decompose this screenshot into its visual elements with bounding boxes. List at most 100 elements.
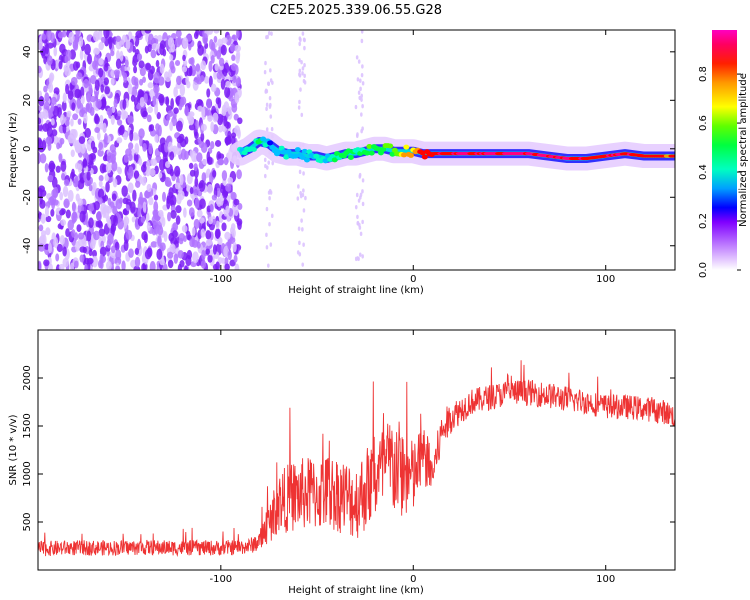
noise-speckle-dot bbox=[237, 220, 242, 231]
noise-speckle-dot bbox=[202, 33, 208, 45]
noise-speckle-dot bbox=[221, 257, 225, 264]
noise-speckle-dot bbox=[53, 135, 59, 145]
noise-streak-dot bbox=[360, 93, 363, 99]
noise-speckle-dot bbox=[179, 174, 184, 186]
noise-speckle-dot bbox=[194, 131, 199, 140]
colorbar: 0.0 0.2 0.4 0.6 0.8 Normalized spectral ampl… bbox=[698, 30, 749, 278]
noise-speckle-dot bbox=[117, 167, 123, 175]
noise-speckle-dot bbox=[101, 96, 107, 108]
noise-speckle-dot bbox=[86, 230, 92, 242]
noise-speckle-dot bbox=[62, 257, 70, 268]
noise-streak-dot bbox=[301, 71, 304, 76]
noise-speckle-dot bbox=[195, 63, 201, 72]
noise-speckle-dot bbox=[158, 209, 164, 218]
noise-streak-dot bbox=[301, 227, 304, 232]
noise-speckle-dot bbox=[62, 185, 69, 198]
noise-speckle-dot bbox=[64, 54, 69, 63]
noise-speckle-dot bbox=[38, 260, 42, 270]
noise-speckle-dot bbox=[201, 172, 207, 183]
noise-speckle-dot bbox=[116, 119, 123, 126]
noise-speckle-dot bbox=[117, 110, 122, 117]
noise-streak-dot bbox=[297, 105, 301, 110]
noise-speckle-dot bbox=[59, 43, 66, 54]
noise-speckle-dot bbox=[188, 207, 195, 217]
noise-speckle-dot bbox=[122, 208, 128, 216]
noise-speckle-dot bbox=[230, 135, 236, 146]
noise-speckle-dot bbox=[123, 216, 130, 226]
noise-speckle-dot bbox=[205, 239, 213, 246]
noise-speckle-dot bbox=[41, 139, 47, 151]
noise-streak-dot bbox=[301, 192, 305, 198]
noise-speckle-dot bbox=[140, 215, 146, 223]
noise-speckle-dot bbox=[218, 57, 225, 67]
noise-speckle-dot bbox=[126, 204, 130, 211]
colorbar-ticks: 0.0 0.2 0.4 0.6 0.8 bbox=[698, 66, 741, 278]
noise-speckle-dot bbox=[56, 243, 63, 253]
noise-speckle-dot bbox=[224, 257, 229, 266]
noise-speckle-dot bbox=[190, 57, 195, 66]
noise-speckle-dot bbox=[225, 136, 230, 146]
noise-speckle-dot bbox=[170, 209, 177, 219]
noise-speckle-dot bbox=[200, 60, 207, 71]
noise-speckle-dot bbox=[113, 98, 118, 109]
noise-speckle-dot bbox=[186, 230, 191, 241]
noise-streak-dot bbox=[303, 37, 306, 43]
noise-speckle-dot bbox=[46, 126, 53, 138]
noise-streak-dot bbox=[267, 31, 271, 36]
noise-speckle-dot bbox=[215, 229, 221, 239]
noise-speckle-dot bbox=[39, 153, 47, 164]
noise-speckle-dot bbox=[237, 117, 243, 125]
noise-speckle-dot bbox=[122, 111, 129, 119]
noise-speckle-dot bbox=[174, 60, 181, 67]
noise-speckle-dot bbox=[205, 108, 209, 116]
noise-speckle-dot bbox=[148, 143, 153, 155]
signal-hotspot bbox=[322, 158, 329, 164]
noise-speckle-dot bbox=[227, 250, 232, 261]
noise-speckle-dot bbox=[53, 87, 60, 95]
noise-speckle-dot bbox=[115, 265, 121, 270]
noise-speckle-dot bbox=[103, 132, 108, 145]
noise-streak-dot bbox=[298, 72, 301, 77]
spectrogram-panel: -100 0 100 -40 -20 0 20 40 Height of straight l… bbox=[8, 29, 676, 296]
noise-speckle-dot bbox=[185, 255, 192, 267]
noise-speckle-dot bbox=[125, 39, 131, 50]
noise-speckle-dot bbox=[138, 128, 145, 139]
noise-speckle-dot bbox=[177, 190, 185, 201]
signal-hotspot bbox=[368, 150, 375, 156]
noise-speckle-dot bbox=[154, 86, 159, 98]
noise-speckle-dot bbox=[83, 113, 88, 124]
noise-speckle-dot bbox=[130, 94, 136, 102]
noise-speckle-dot bbox=[38, 41, 43, 51]
noise-speckle-dot bbox=[116, 137, 123, 144]
noise-speckle-dot bbox=[125, 229, 133, 240]
noise-speckle-dot bbox=[138, 90, 145, 98]
noise-streak-dot bbox=[265, 245, 269, 250]
noise-speckle-dot bbox=[79, 49, 84, 61]
noise-speckle-dot bbox=[65, 119, 70, 127]
signal-hotspot bbox=[294, 147, 301, 153]
x-tick-label: 100 bbox=[596, 574, 615, 585]
noise-speckle-dot bbox=[50, 208, 55, 217]
noise-speckle-dot bbox=[106, 238, 112, 249]
noise-speckle-dot bbox=[86, 171, 91, 181]
noise-streak-dot bbox=[265, 102, 269, 107]
colorbar-tick-label: 0.8 bbox=[698, 66, 709, 82]
noise-speckle-dot bbox=[127, 83, 133, 95]
signal-hotspot bbox=[419, 150, 426, 156]
signal-hotspot bbox=[280, 149, 287, 155]
noise-streak-dot bbox=[360, 97, 363, 102]
noise-speckle-dot bbox=[80, 95, 85, 105]
noise-speckle-dot bbox=[174, 182, 181, 190]
noise-speckle-dot bbox=[177, 263, 182, 270]
noise-speckle-dot bbox=[200, 259, 207, 269]
noise-speckle-dot bbox=[200, 142, 208, 154]
y-tick-label: -40 bbox=[22, 238, 33, 254]
noise-speckle-dot bbox=[136, 53, 143, 61]
noise-speckle-dot bbox=[110, 78, 115, 86]
noise-speckle-dot bbox=[48, 242, 52, 254]
noise-speckle-dot bbox=[70, 118, 74, 127]
noise-streak-dot bbox=[269, 102, 272, 108]
noise-speckle-dot bbox=[169, 243, 176, 254]
noise-speckle-dot bbox=[45, 42, 49, 55]
noise-streak-dot bbox=[299, 37, 302, 43]
